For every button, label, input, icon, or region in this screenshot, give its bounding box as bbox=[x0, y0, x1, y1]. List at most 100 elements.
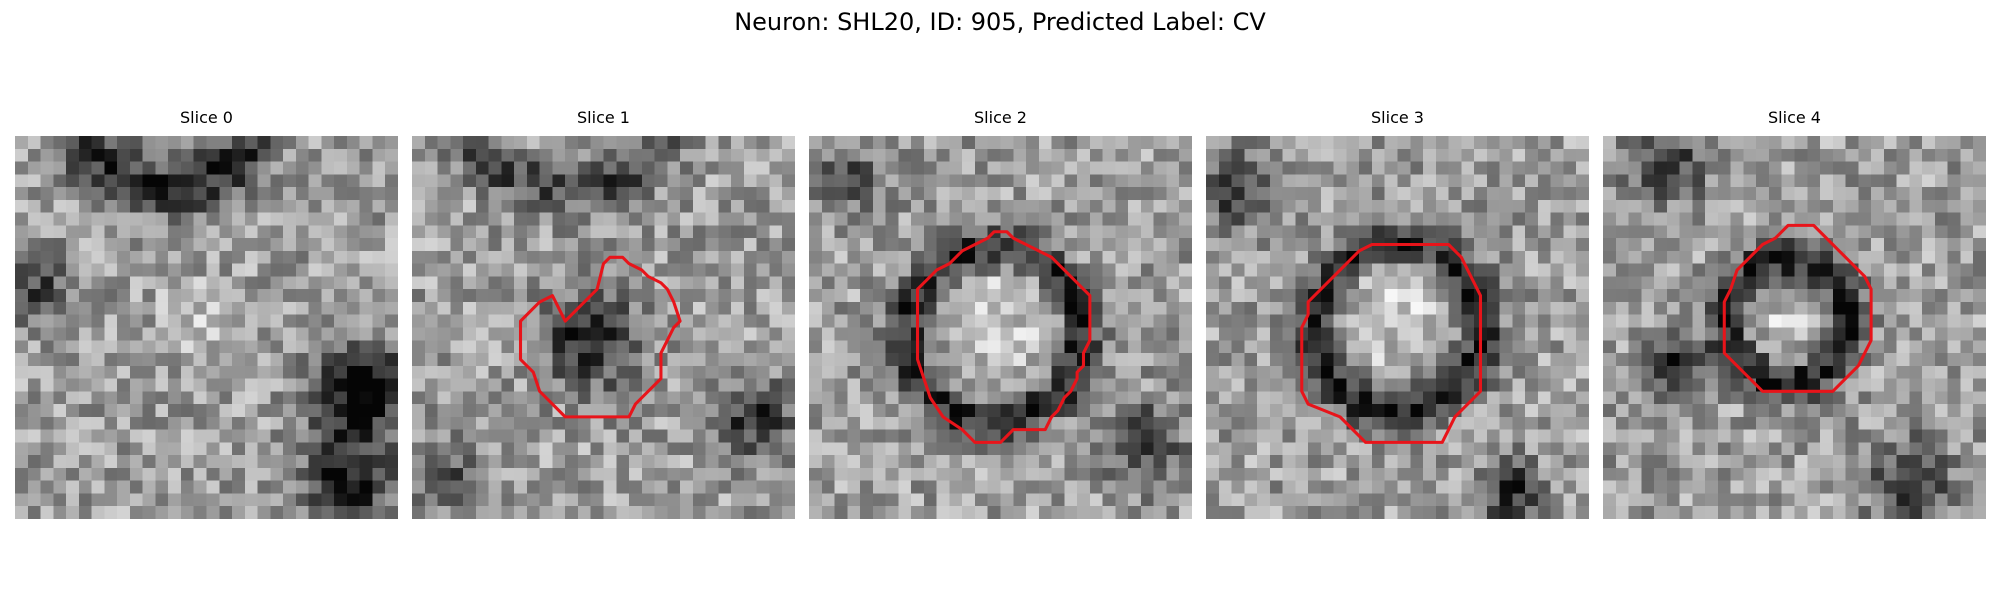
pixel bbox=[1743, 442, 1757, 456]
pixel bbox=[1128, 212, 1142, 226]
pixel bbox=[372, 416, 386, 431]
pixel bbox=[987, 238, 1002, 252]
pixel bbox=[1486, 225, 1501, 239]
pixel bbox=[372, 314, 386, 329]
pixel bbox=[219, 442, 233, 456]
pixel bbox=[962, 199, 976, 214]
pixel bbox=[962, 314, 976, 329]
pixel bbox=[1641, 493, 1655, 507]
pixel bbox=[244, 442, 259, 456]
pixel bbox=[1013, 455, 1027, 469]
pixel bbox=[692, 391, 707, 405]
pixel bbox=[743, 442, 758, 456]
pixel bbox=[1960, 429, 1974, 443]
pixel bbox=[321, 416, 335, 431]
pixel bbox=[1359, 263, 1373, 277]
pixel bbox=[180, 391, 195, 405]
pixel bbox=[936, 365, 950, 380]
pixel bbox=[1666, 199, 1681, 214]
pixel bbox=[283, 429, 297, 443]
pixel bbox=[1973, 353, 1986, 367]
pixel bbox=[1628, 225, 1642, 239]
pixel bbox=[552, 340, 566, 354]
pixel bbox=[1730, 493, 1744, 507]
pixel bbox=[1397, 391, 1411, 405]
pixel bbox=[1179, 353, 1192, 367]
pixel bbox=[1909, 187, 1923, 201]
pixel bbox=[1603, 225, 1617, 239]
pixel bbox=[1166, 148, 1180, 163]
pixel bbox=[1692, 199, 1706, 214]
pixel bbox=[1461, 416, 1475, 431]
pixel bbox=[27, 238, 42, 252]
pixel bbox=[463, 174, 477, 188]
pixel bbox=[974, 327, 989, 341]
pixel bbox=[923, 327, 938, 341]
pixel bbox=[565, 340, 579, 354]
pixel bbox=[1051, 289, 1065, 303]
pixel bbox=[821, 148, 836, 163]
pixel bbox=[295, 301, 310, 316]
pixel bbox=[104, 506, 118, 519]
pixel bbox=[731, 353, 745, 367]
pixel bbox=[1384, 174, 1399, 188]
pixel bbox=[911, 378, 925, 392]
pixel bbox=[1537, 289, 1552, 303]
pixel bbox=[1845, 174, 1859, 188]
slice-title: Slice 4 bbox=[1768, 108, 1821, 127]
pixel bbox=[847, 353, 861, 367]
pixel bbox=[168, 199, 182, 214]
pixel bbox=[91, 263, 105, 277]
pixel bbox=[1257, 391, 1271, 405]
pixel bbox=[1371, 480, 1386, 494]
pixel bbox=[1654, 314, 1668, 329]
pixel bbox=[1832, 289, 1847, 303]
pixel bbox=[334, 289, 348, 303]
pixel bbox=[385, 391, 398, 405]
pixel bbox=[692, 301, 707, 316]
pixel bbox=[40, 429, 54, 443]
pixel bbox=[667, 378, 681, 392]
pixel bbox=[872, 365, 887, 380]
pixel bbox=[129, 161, 144, 175]
pixel bbox=[1115, 340, 1129, 354]
pixel bbox=[1486, 276, 1501, 290]
pixel bbox=[1089, 416, 1104, 431]
pixel bbox=[1563, 416, 1577, 431]
pixel bbox=[1820, 212, 1834, 226]
pixel bbox=[1410, 136, 1424, 150]
pixel bbox=[1384, 276, 1399, 290]
pixel bbox=[911, 442, 925, 456]
pixel bbox=[974, 467, 989, 482]
pixel bbox=[1947, 506, 1961, 519]
pixel bbox=[1550, 493, 1564, 507]
pixel bbox=[1153, 136, 1167, 150]
pixel bbox=[475, 480, 490, 494]
pixel bbox=[1206, 506, 1220, 519]
pixel bbox=[1717, 187, 1732, 201]
pixel bbox=[1692, 480, 1706, 494]
pixel bbox=[1140, 442, 1155, 456]
pixel bbox=[501, 148, 515, 163]
pixel bbox=[1397, 314, 1411, 329]
pixel bbox=[565, 378, 579, 392]
pixel bbox=[1461, 161, 1475, 175]
pixel bbox=[743, 199, 758, 214]
pixel bbox=[885, 455, 899, 469]
pixel bbox=[629, 250, 643, 265]
pixel bbox=[1038, 136, 1053, 150]
pixel bbox=[437, 378, 451, 392]
pixel bbox=[782, 455, 795, 469]
pixel bbox=[1282, 212, 1296, 226]
pixel bbox=[1166, 480, 1180, 494]
pixel bbox=[1115, 391, 1129, 405]
pixel bbox=[1730, 506, 1744, 519]
pixel bbox=[180, 340, 195, 354]
pixel bbox=[1832, 276, 1847, 290]
pixel bbox=[437, 429, 451, 443]
pixel bbox=[129, 429, 144, 443]
pixel bbox=[1295, 289, 1309, 303]
pixel bbox=[1512, 506, 1526, 519]
pixel bbox=[705, 199, 719, 214]
pixel bbox=[782, 493, 795, 507]
